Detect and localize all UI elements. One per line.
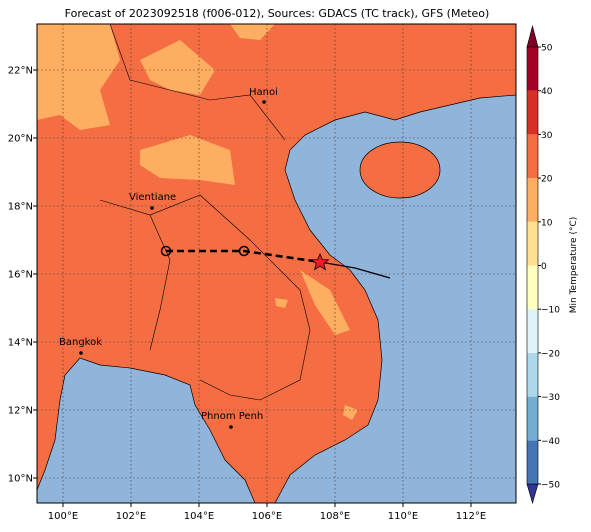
land: [37, 24, 516, 503]
city-dot: [262, 100, 266, 104]
city-label: Vientiane: [129, 192, 176, 203]
storm-position: [310, 252, 330, 271]
track-forecast: [166, 249, 321, 264]
colorbar-bin: [527, 265, 538, 310]
colorbar: −50 −40 −30 −20 −10 0 10 20 30 40 50: [526, 24, 560, 505]
colorbar-tick-label: −10: [541, 306, 560, 316]
colorbar-bin: [527, 221, 538, 266]
title: Forecast of 2023092518 (f006-012), Sourc…: [65, 7, 490, 20]
cool-areas: [37, 24, 358, 420]
colorbar-bin: [527, 134, 538, 179]
lon-label: 110°E: [388, 511, 418, 522]
colorbar-tick-label: −20: [541, 349, 560, 359]
colorbar-bin: [527, 440, 538, 484]
track-point: [160, 245, 172, 257]
colorbar-tick-label: −30: [541, 393, 560, 403]
map: Hanoi Vientiane Bangkok Phnom Penh: [37, 24, 516, 503]
lon-label: 100°E: [48, 511, 78, 522]
lon-label: 108°E: [320, 511, 350, 522]
colorbar-bin: [527, 178, 538, 222]
track-point: [238, 245, 250, 257]
colorbar-bin: [527, 352, 538, 397]
colorbar-bin: [527, 309, 538, 353]
track-past: [319, 261, 391, 279]
lon-label: 104°E: [184, 511, 214, 522]
colorbar-tick-label: 0: [541, 262, 547, 272]
city-dot: [79, 351, 83, 355]
colorbar-bin: [527, 90, 538, 135]
lat-label: 16°N: [8, 270, 33, 281]
colorbar-bin: [527, 396, 538, 441]
lat-label: 22°N: [8, 66, 33, 77]
lat-label: 14°N: [8, 338, 33, 349]
map-frame: [36, 23, 517, 504]
lat-label: 10°N: [8, 474, 33, 485]
colorbar-bin: [527, 47, 538, 91]
colorbar-tick-label: 10: [541, 218, 553, 228]
colorbar-tick-label: 50: [541, 44, 553, 54]
colorbar-extend: [526, 483, 539, 505]
lon-label: 102°E: [116, 511, 146, 522]
lat-label: 12°N: [8, 406, 33, 417]
city-label: Bangkok: [59, 337, 102, 348]
hainan: [359, 141, 441, 199]
lat-label: 20°N: [8, 134, 33, 145]
colorbar-tick-label: 30: [541, 131, 553, 141]
lon-label: 112°E: [456, 511, 486, 522]
borders: [99, 24, 311, 401]
lon-label: 106°E: [252, 511, 282, 522]
colorbar-tick-label: −50: [541, 481, 560, 491]
lat-label: 18°N: [8, 202, 33, 213]
colorbar-tick-label: 40: [541, 87, 553, 97]
colorbar-tick-label: −40: [541, 437, 560, 447]
city-dot: [150, 206, 154, 210]
colorbar-extend: [526, 24, 539, 48]
city-dot: [229, 425, 233, 429]
colorbar-label: Min Temperature (°C): [569, 217, 579, 314]
city-label: Phnom Penh: [201, 411, 263, 422]
colorbar-tick-label: 20: [541, 175, 553, 185]
city-label: Hanoi: [249, 87, 278, 98]
